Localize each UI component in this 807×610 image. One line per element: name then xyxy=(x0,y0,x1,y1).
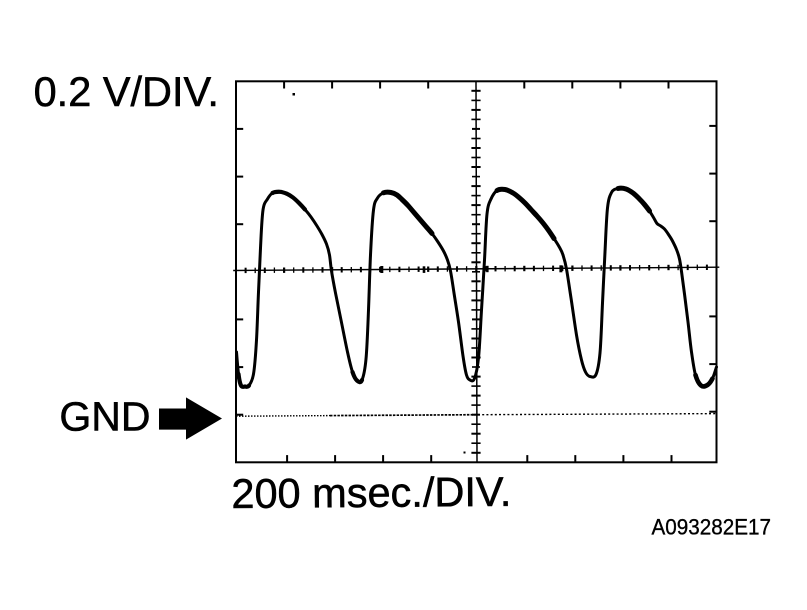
svg-text:GND: GND xyxy=(59,393,150,439)
svg-text:0.2 V/DIV.: 0.2 V/DIV. xyxy=(34,68,219,115)
svg-text:A093282E17: A093282E17 xyxy=(652,514,772,539)
svg-text:200 msec./DIV.: 200 msec./DIV. xyxy=(231,468,511,517)
